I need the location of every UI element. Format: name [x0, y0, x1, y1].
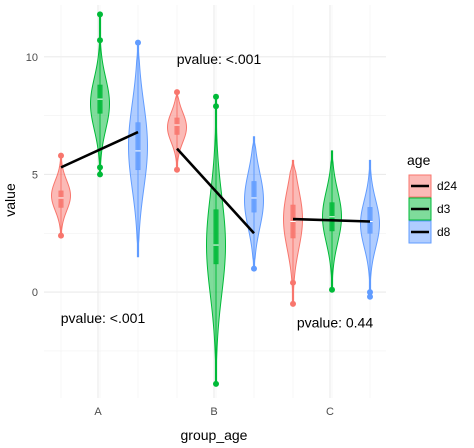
- legend-item-d8: d8: [408, 220, 451, 244]
- outlier-point: [290, 279, 296, 286]
- violin-box: [251, 181, 257, 213]
- outlier-point: [97, 11, 103, 18]
- trend-line-B: [176, 147, 255, 235]
- violin-d3-A: [89, 11, 111, 178]
- outlier-point: [135, 39, 141, 46]
- pvalue-annotation-B: pvalue: <.001: [177, 51, 262, 67]
- violin-box: [58, 190, 64, 208]
- y-tick-label: 5: [32, 169, 38, 181]
- violin-d24-C: [283, 159, 303, 307]
- x-tick-label: C: [326, 406, 334, 418]
- trend-line-A: [60, 130, 139, 169]
- outlier-point: [174, 89, 180, 96]
- violin-d8-A: [127, 39, 149, 258]
- outlier-point: [213, 380, 219, 387]
- violin-d24-B: [166, 89, 188, 173]
- trend-line-C: [292, 217, 371, 223]
- outlier-point: [58, 152, 64, 159]
- outlier-point: [97, 37, 103, 44]
- outlier-point: [58, 232, 64, 239]
- violin-box: [135, 122, 141, 171]
- violin-box: [213, 209, 219, 265]
- violins: [50, 11, 380, 387]
- pvalue-annotation-A: pvalue: <.001: [61, 310, 146, 326]
- y-tick-label: 0: [32, 287, 38, 299]
- outlier-point: [367, 289, 373, 296]
- outlier-point: [213, 93, 219, 100]
- y-tick-label: 10: [26, 52, 38, 64]
- pvalue-annotation-C: pvalue: 0.44: [297, 315, 373, 331]
- legend-item-d24: d24: [408, 174, 457, 198]
- axes: group_age value 0 5 10 A B C: [2, 52, 334, 443]
- x-axis-title: group_age: [181, 427, 248, 443]
- legend-label: d24: [437, 179, 457, 193]
- outlier-point: [213, 103, 219, 110]
- outlier-point: [367, 293, 373, 300]
- violin-box: [174, 117, 180, 135]
- legend-title: age: [407, 152, 431, 168]
- violin-d24-A: [50, 152, 72, 239]
- legend: age d24 d3 d8: [407, 152, 457, 244]
- x-tick-label: B: [210, 406, 217, 418]
- outlier-point: [329, 286, 335, 293]
- outlier-point: [251, 265, 257, 272]
- outlier-point: [290, 300, 296, 307]
- annotations: pvalue: <.001 pvalue: <.001 pvalue: 0.44: [61, 51, 374, 331]
- outlier-point: [97, 164, 103, 171]
- outlier-point: [174, 166, 180, 173]
- violin-d3-B: [205, 93, 227, 387]
- legend-label: d3: [437, 202, 451, 216]
- x-tick-label: A: [94, 406, 102, 418]
- legend-item-d3: d3: [408, 197, 451, 221]
- outlier-point: [97, 171, 103, 178]
- y-axis-title: value: [2, 183, 18, 217]
- trend-lines: [60, 130, 371, 235]
- legend-label: d8: [437, 225, 451, 239]
